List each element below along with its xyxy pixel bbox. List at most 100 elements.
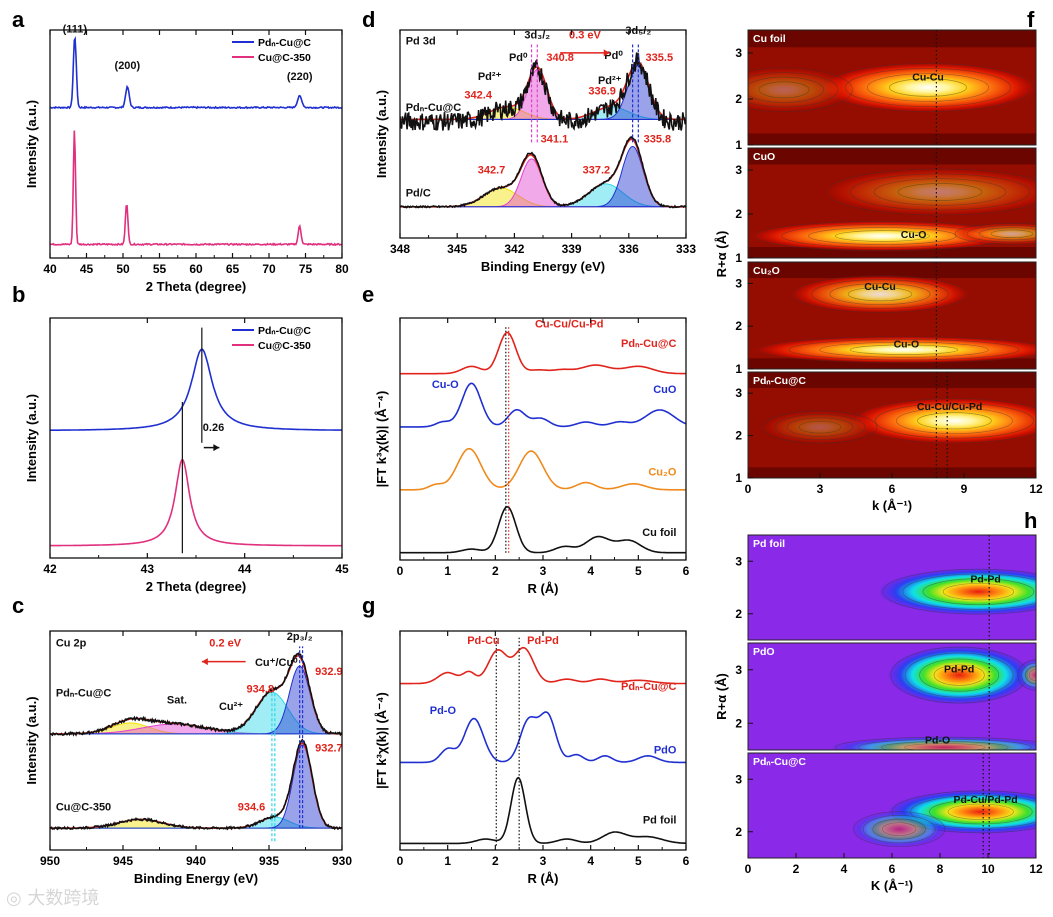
annotation-label: 934.8 <box>246 683 274 695</box>
contour-line <box>748 67 853 112</box>
annotation-label: Cu@C-350 <box>56 802 111 814</box>
series-line <box>50 130 342 247</box>
y-tick-label: 2 <box>735 429 742 443</box>
annotation-label: PdO <box>654 745 677 757</box>
plot-frame <box>747 261 1037 370</box>
contour-line <box>889 78 967 97</box>
bond-label: Cu-O <box>901 229 927 241</box>
annotation-label: Cu-O <box>432 379 459 391</box>
heatmap-area <box>748 148 1036 258</box>
contour-line <box>819 341 989 358</box>
annotation-label: Pdₙ-Cu@C <box>56 688 111 700</box>
x-tick-label: 950 <box>40 854 60 868</box>
plot-frame <box>747 642 1037 751</box>
fit-component <box>50 744 342 829</box>
x-tick-label: 342 <box>504 242 524 256</box>
x-axis-label: k (Å⁻¹) <box>872 498 912 513</box>
contour-line <box>978 227 1036 241</box>
plot-area <box>50 646 342 842</box>
contour-line <box>928 799 1033 825</box>
contour-line <box>897 183 983 201</box>
x-tick-label: 9 <box>961 482 968 496</box>
y-tick-label: 2 <box>735 92 742 106</box>
annotation-label: Cu⁺/Cu⁰ <box>255 657 298 669</box>
contour-line <box>904 743 986 750</box>
x-tick-label: 75 <box>299 262 313 276</box>
panel-b: b 0.26 42 43 44 45 2 Theta (degree) Intensity (… <box>12 282 349 594</box>
panel-letter: b <box>12 282 25 307</box>
x-tick-label: 6 <box>683 854 690 868</box>
intensity-blob <box>820 167 1036 217</box>
y-tick-label: 1 <box>735 362 742 376</box>
bond-label: Cu-Cu/Cu-Pd <box>917 401 982 413</box>
panel-letter: g <box>362 593 375 618</box>
intensity-blob <box>1016 659 1036 692</box>
annotation-label: Cu foil <box>642 527 676 539</box>
contour-line <box>862 814 936 844</box>
annotation-label: 934.6 <box>238 802 266 814</box>
x-tick-label: 65 <box>226 262 240 276</box>
contour-line <box>793 275 967 313</box>
panel-e: e Cu-Cu/Cu-Pd Pdₙ-Cu@C Cu-O CuO Cu₂O Cu foil 0 1… <box>362 282 690 596</box>
x-tick-label: 0 <box>745 482 752 496</box>
x-tick-label: 4 <box>841 862 848 876</box>
y-tick-label: 3 <box>735 663 742 677</box>
x-tick-label: 42 <box>43 562 57 576</box>
wavelet-subpanel: Pd-Pd Pd foil 2 3 <box>735 534 1037 641</box>
annotation-label: 0.26 <box>203 422 224 434</box>
bond-label: Cu-Cu <box>912 72 944 84</box>
y-axis-label: |FT k³χ(k)| (Å⁻⁴) <box>374 391 389 488</box>
y-tick-label: 2 <box>735 319 742 333</box>
contour-line <box>882 822 917 836</box>
subpanel-label: Pdₙ-Cu@C <box>753 756 806 768</box>
x-tick-label: 1 <box>444 854 451 868</box>
intensity-blob <box>760 410 880 445</box>
legend-label: Pdₙ-Cu@C <box>258 325 311 337</box>
annotation-label: (111) <box>63 23 88 35</box>
x-tick-label: 348 <box>390 242 410 256</box>
y-tick-label: 2 <box>735 825 742 839</box>
annotation-label: Cu-Cu/Cu-Pd <box>535 319 603 331</box>
contour-line <box>853 811 946 847</box>
annotation-label: Pd⁰ <box>509 52 528 64</box>
panel-letter: f <box>1027 7 1035 32</box>
contour-line <box>825 168 1036 216</box>
plot-area <box>50 35 342 247</box>
annotation-label: Cu₂O <box>648 466 677 478</box>
wavelet-subpanel: Cu-Cu Cu foil 1 2 3 <box>735 29 1037 152</box>
panel-letter: e <box>362 282 374 307</box>
subpanel-label: Pd foil <box>753 538 785 550</box>
x-tick-label: 50 <box>116 262 130 276</box>
intensity-blob <box>788 274 972 314</box>
x-tick-label: 2 <box>793 862 800 876</box>
contour-line <box>847 287 913 302</box>
annotation-label: 932.7 <box>315 742 343 754</box>
x-tick-label: 3 <box>540 564 547 578</box>
wavelet-subpanel: Pd-Cu/Pd-Pd Pdₙ-Cu@C 2 3 <box>735 752 1037 859</box>
y-tick-label: 2 <box>735 716 742 730</box>
contour-line <box>835 230 930 242</box>
series-line <box>50 348 342 431</box>
bond-label: Cu-Cu <box>864 281 896 293</box>
x-tick-label: 336 <box>619 242 639 256</box>
x-tick-label: 6 <box>889 482 896 496</box>
legend-label: Cu@C-350 <box>258 340 311 352</box>
x-tick-label: 45 <box>335 562 349 576</box>
series-line <box>50 652 342 737</box>
x-axis-label: 2 Theta (degree) <box>146 279 246 294</box>
y-tick-label: 3 <box>735 276 742 290</box>
panel-a: a (111) (200) (220) 40 45 50 55 60 65 70 75 80 2 Thet… <box>12 7 349 294</box>
intensity-blob <box>748 66 856 113</box>
annotation-label: Cu²⁺ <box>219 701 243 713</box>
contour-line <box>990 229 1034 238</box>
x-tick-label: 70 <box>262 262 276 276</box>
y-axis-label: Intensity (a.u.) <box>24 100 39 188</box>
wavelet-subpanel: Cu-Cu/Cu-Pd Pdₙ-Cu@C 1 2 3 <box>735 371 1037 485</box>
legend-label: Pdₙ-Cu@C <box>258 37 311 49</box>
panel-g: g Pd-Cu Pd-Pd Pdₙ-Cu@C Pd-O PdO Pd foil 0 1 2 3 4 5 6… <box>362 593 690 886</box>
annotation-label: Cu 2p <box>56 637 87 649</box>
annotation-label: Pd foil <box>643 815 677 827</box>
y-axis-label: R+α (Å) <box>714 673 729 720</box>
annotation-label: 3d₅/₂ <box>625 25 651 37</box>
y-tick-label: 1 <box>735 471 742 485</box>
